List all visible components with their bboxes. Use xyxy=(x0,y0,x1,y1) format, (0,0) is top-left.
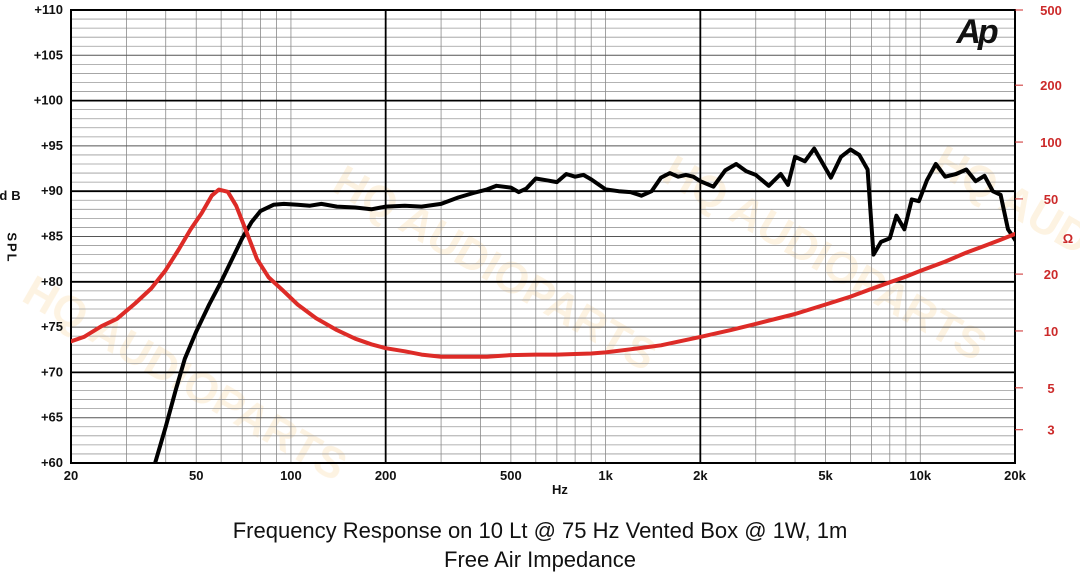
x-ticks: 20 50 100 200 500 1k 2k 5k 10k 20k xyxy=(64,468,1027,483)
x-tick-label: 1k xyxy=(598,468,613,483)
x-tick-label: 20k xyxy=(1004,468,1026,483)
y-right-tick-label: 500 xyxy=(1040,3,1062,18)
y-left-title: dB SPL xyxy=(0,188,25,264)
spl-curve xyxy=(153,146,1015,463)
y-right-tick-label: 3 xyxy=(1047,423,1054,438)
y-left-tick-label: +110 xyxy=(34,2,63,17)
x-tick-label: 20 xyxy=(64,468,78,483)
x-axis-title: Hz xyxy=(552,482,568,497)
y-right-tick-label: 5 xyxy=(1047,381,1054,396)
y-left-tick-label: +70 xyxy=(41,364,63,379)
y-left-title-line-1: dB xyxy=(0,188,25,203)
impedance-curve xyxy=(71,187,1015,359)
y-right-tick-label: 50 xyxy=(1044,192,1058,207)
y-left-tick-label: +65 xyxy=(41,410,63,425)
y-right-title: Ω xyxy=(1063,231,1073,246)
x-tick-label: 5k xyxy=(818,468,833,483)
y-right-tick-label: 20 xyxy=(1044,267,1058,282)
x-tick-label: 500 xyxy=(500,468,522,483)
y-left-tick-label: +85 xyxy=(41,229,63,244)
y-left-title-line-2: SPL xyxy=(5,232,20,263)
y-left-tick-label: +90 xyxy=(41,183,63,198)
y-left-tick-label: +80 xyxy=(41,274,63,289)
y-left-tick-label: +100 xyxy=(34,93,63,108)
y-left-tick-label: +95 xyxy=(41,138,63,153)
y-right-tick-label: 100 xyxy=(1040,135,1062,150)
chart-title: Frequency Response on 10 Lt @ 75 Hz Vent… xyxy=(232,518,848,543)
y-right-tick-label: 200 xyxy=(1040,78,1062,93)
y-left-ticks: +110 +105 +100 +95 +90 +85 +80 +75 +70 +65 +60 xyxy=(34,2,63,470)
y-left-tick-label: +75 xyxy=(41,319,63,334)
chart-subtitle: Free Air Impedance xyxy=(444,547,636,572)
series-layer xyxy=(71,146,1015,463)
y-left-tick-label: +105 xyxy=(34,47,63,62)
x-tick-label: 10k xyxy=(909,468,931,483)
logo: Ap xyxy=(955,13,998,51)
y-left-tick-label: +60 xyxy=(41,455,63,470)
y-right-ticks: 500 200 100 50 20 10 5 3 xyxy=(1015,3,1062,438)
x-tick-label: 100 xyxy=(280,468,302,483)
x-tick-label: 50 xyxy=(189,468,203,483)
x-tick-label: 2k xyxy=(693,468,708,483)
y-right-tick-label: 10 xyxy=(1044,324,1058,339)
x-tick-label: 200 xyxy=(375,468,397,483)
